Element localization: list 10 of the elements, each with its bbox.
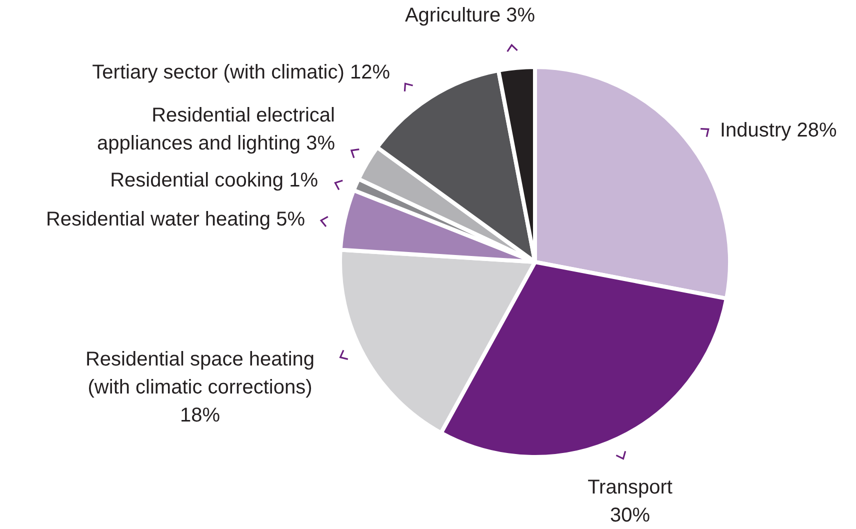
- data-label: 30%: [610, 504, 650, 527]
- slice-label: Industry 28%: [720, 120, 837, 142]
- slice-label: Residential space heating (with climatic corrections): [85, 348, 315, 399]
- slice-label: Tertiary sector (with climatic) 12%: [92, 62, 390, 84]
- slice-label: Agriculture 3%: [404, 4, 536, 27]
- slice-label: Transport: [588, 476, 673, 499]
- slice-label: Residential water heating 5%: [46, 208, 306, 231]
- slice-label: Residential electrical appliances and lighting 3%: [97, 104, 336, 155]
- data-label: 18%: [180, 404, 220, 427]
- slice-label: Residential cooking 1%: [110, 170, 318, 192]
